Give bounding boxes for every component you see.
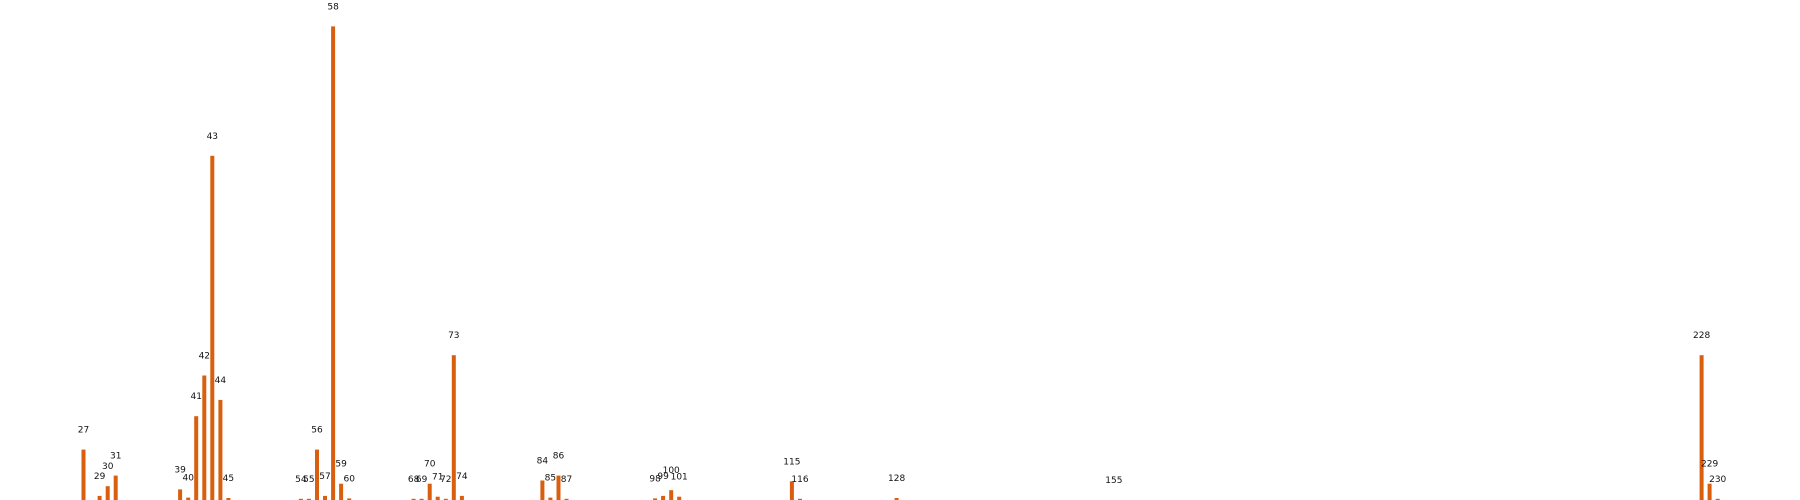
- bar-30: [105, 486, 110, 500]
- bar-54: [298, 498, 303, 500]
- bar-73: [451, 355, 456, 500]
- bar-31: [113, 475, 118, 500]
- bar-label-30: 30: [102, 462, 114, 472]
- bar-label-42: 42: [199, 352, 210, 362]
- bar-label-70: 70: [424, 460, 436, 470]
- bar-101: [677, 496, 682, 500]
- bar-69: [419, 498, 424, 500]
- bar-label-59: 59: [335, 460, 347, 470]
- bar-116: [798, 498, 802, 500]
- bar-43: [210, 155, 215, 500]
- bar-label-57: 57: [319, 472, 330, 482]
- bars-layer: [81, 26, 1720, 500]
- bar-label-56: 56: [311, 426, 323, 436]
- bar-label-228: 228: [1693, 331, 1710, 341]
- bar-label-229: 229: [1701, 460, 1718, 470]
- bar-74: [459, 495, 464, 500]
- bar-84: [540, 480, 545, 500]
- bar-label-29: 29: [94, 472, 106, 482]
- bar-87: [564, 498, 569, 500]
- bar-label-68: 68: [408, 475, 420, 485]
- bar-100: [669, 490, 674, 500]
- bar-label-27: 27: [78, 426, 89, 436]
- bar-228: [1699, 355, 1704, 500]
- bar-label-115: 115: [783, 457, 800, 467]
- bar-label-116: 116: [791, 475, 808, 485]
- bar-85: [548, 497, 553, 500]
- bar-label-69: 69: [416, 475, 428, 485]
- bar-98: [653, 498, 658, 500]
- bar-label-40: 40: [182, 474, 194, 484]
- bar-label-54: 54: [295, 475, 307, 485]
- bar-229: [1707, 483, 1712, 500]
- bar-45: [226, 498, 231, 500]
- bar-230: [1715, 498, 1720, 500]
- bar-58: [331, 26, 336, 500]
- bar-label-87: 87: [561, 475, 572, 485]
- bar-68: [411, 498, 416, 500]
- bar-86: [556, 475, 561, 500]
- bar-99: [661, 495, 666, 500]
- bar-29: [97, 495, 102, 500]
- bar-41: [194, 416, 199, 500]
- bar-57: [323, 495, 327, 500]
- bar-label-155: 155: [1105, 476, 1122, 486]
- bar-label-60: 60: [343, 474, 355, 484]
- bar-label-41: 41: [190, 392, 201, 402]
- bar-72: [443, 498, 448, 500]
- bar-label-74: 74: [456, 472, 468, 482]
- bar-label-45: 45: [223, 474, 234, 484]
- bar-label-73: 73: [448, 331, 459, 341]
- bar-71: [435, 496, 440, 500]
- bar-70: [427, 483, 432, 500]
- bar-label-72: 72: [440, 475, 451, 485]
- bar-label-98: 98: [649, 474, 661, 484]
- bar-label-230: 230: [1709, 475, 1726, 485]
- bar-55: [306, 498, 311, 500]
- bar-label-99: 99: [657, 472, 669, 482]
- bar-44: [218, 399, 223, 500]
- bar-label-100: 100: [663, 466, 680, 476]
- bar-label-44: 44: [215, 376, 227, 386]
- bar-label-58: 58: [327, 2, 339, 12]
- bar-59: [339, 483, 344, 500]
- bar-label-128: 128: [888, 474, 905, 484]
- bar-128: [894, 498, 899, 500]
- bar-39: [178, 489, 183, 500]
- bar-40: [186, 497, 191, 500]
- bar-60: [347, 498, 352, 500]
- bar-label-43: 43: [207, 132, 218, 142]
- bar-label-55: 55: [303, 475, 314, 485]
- bar-label-31: 31: [110, 452, 121, 462]
- bar-56: [315, 449, 319, 500]
- bar-42: [202, 375, 207, 500]
- bar-label-85: 85: [545, 474, 556, 484]
- bar-label-39: 39: [174, 465, 186, 475]
- bar-27: [81, 449, 86, 500]
- bar-label-86: 86: [553, 452, 565, 462]
- bar-115: [789, 481, 794, 500]
- bar-label-71: 71: [432, 473, 443, 483]
- bar-label-101: 101: [671, 473, 688, 483]
- bar-label-84: 84: [537, 457, 549, 467]
